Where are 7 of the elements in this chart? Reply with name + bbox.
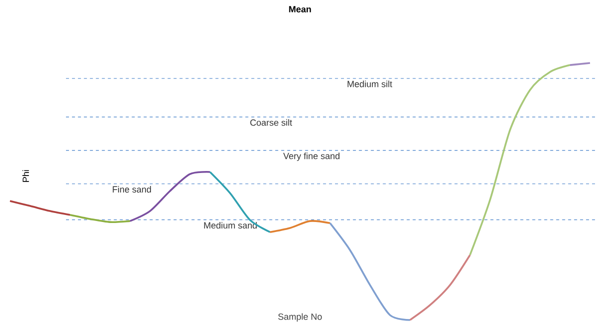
x-axis-title: Sample No bbox=[278, 313, 322, 322]
ref-line-label: Very fine sand bbox=[283, 152, 340, 161]
ref-line-label: Coarse silt bbox=[250, 119, 292, 126]
ref-line-label: Fine sand bbox=[112, 186, 151, 193]
chart-title: Mean bbox=[289, 6, 311, 12]
ref-line-label: Medium silt bbox=[348, 80, 392, 88]
y-axis-title: Phi bbox=[22, 170, 29, 182]
